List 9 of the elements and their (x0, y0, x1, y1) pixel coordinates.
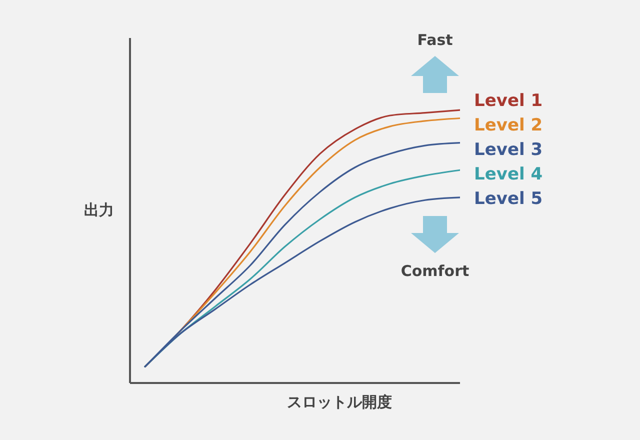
series-label: Level 4 (474, 164, 543, 184)
annotation: Comfort (400, 262, 470, 280)
y-axis-title: 出力 (84, 201, 114, 220)
text: Fast (416, 31, 454, 49)
x-axis-title: スロットル開度 (287, 393, 392, 412)
series-label: Level 1 (474, 90, 543, 111)
series-label: Level 3 (474, 140, 543, 160)
series-label: Level 5 (474, 188, 543, 209)
series-label: Level 2 (474, 115, 543, 136)
